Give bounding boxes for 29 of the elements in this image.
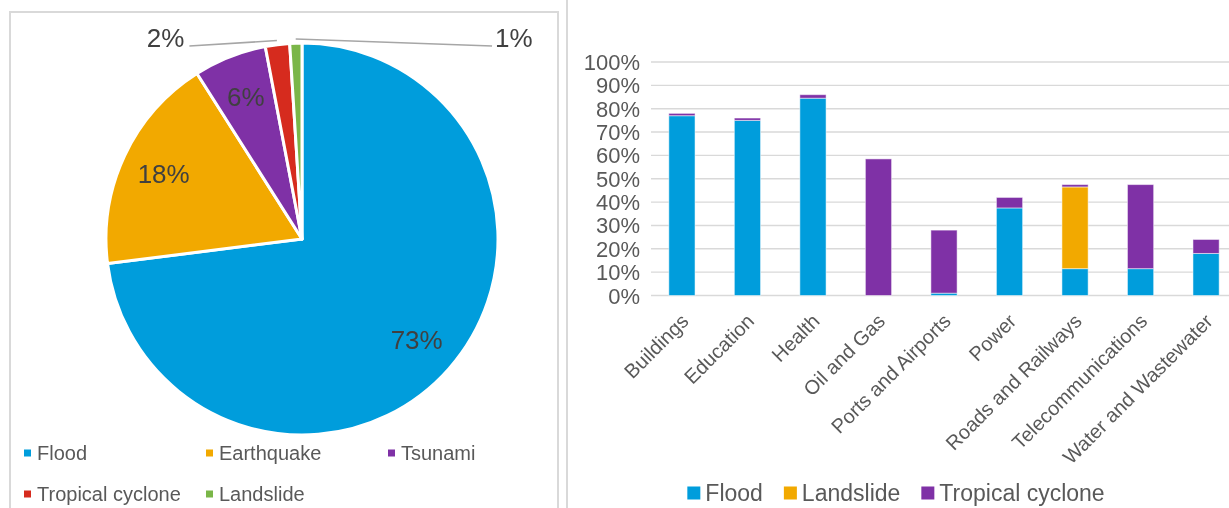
y-tick-label: 90%: [595, 72, 640, 98]
data-label: 1%: [495, 23, 533, 53]
y-tick-label: 60%: [595, 142, 640, 168]
y-tick-label: 20%: [595, 236, 640, 262]
y-tick-label: 80%: [595, 96, 640, 122]
y-tick-label: 10%: [595, 259, 640, 285]
legend-label: Earthquake: [219, 442, 322, 464]
bar: [668, 115, 696, 296]
y-tick-label: 100%: [583, 49, 640, 75]
data-label: 6%: [226, 81, 265, 112]
y-tick-label: 70%: [595, 119, 640, 145]
data-label: 73%: [390, 325, 443, 356]
y-tick-label: 0%: [608, 283, 640, 308]
data-label: 2%: [146, 23, 185, 53]
legend-label: Landslide: [801, 480, 901, 506]
bar: [733, 119, 762, 296]
legend-label: Flood: [705, 480, 763, 506]
legend-label: Tropical cyclone: [939, 480, 1105, 506]
bar: [864, 158, 893, 296]
y-tick-label: 40%: [595, 189, 640, 215]
legend-label: Landslide: [219, 483, 305, 505]
y-tick-label: 30%: [595, 212, 640, 238]
legend-label: Flood: [37, 442, 88, 464]
bar: [799, 97, 827, 296]
y-tick-label: 50%: [595, 166, 640, 192]
legend-label: Tropical cyclone: [37, 483, 181, 505]
bar: [930, 229, 958, 294]
data-label: 18%: [137, 158, 190, 189]
legend-label: Tsunami: [401, 442, 476, 464]
